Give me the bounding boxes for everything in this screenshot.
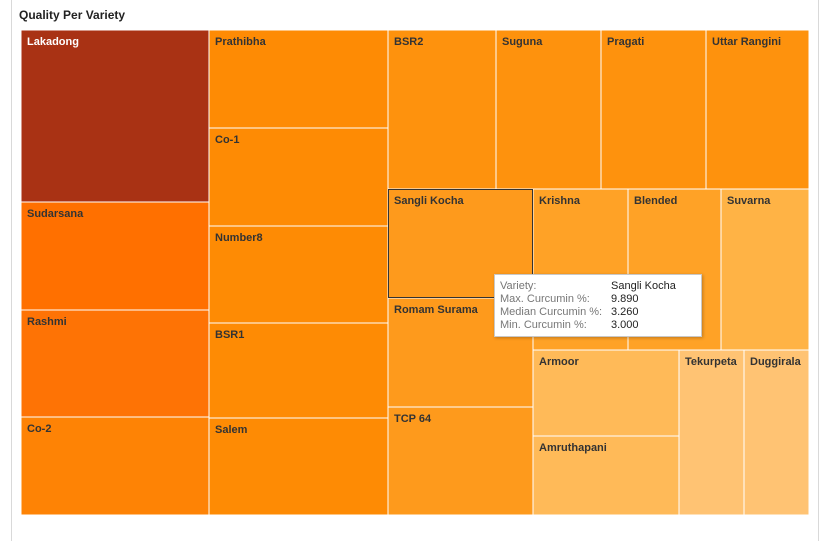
tooltip-row-min: Min. Curcumin %: 3.000 xyxy=(500,319,701,332)
hover-highlight xyxy=(388,189,533,298)
tooltip-label: Variety: xyxy=(500,280,537,292)
treemap-label-co-1: Co-1 xyxy=(215,134,239,146)
tooltip-row-max: Max. Curcumin %: 9.890 xyxy=(500,293,701,306)
treemap-label-armoor: Armoor xyxy=(539,356,579,368)
treemap-label-blended: Blended xyxy=(634,195,677,207)
tooltip: Variety: Sangli Kocha Max. Curcumin %: 9… xyxy=(494,274,702,337)
treemap-label-tekurpeta: Tekurpeta xyxy=(685,356,738,368)
treemap-cell-bsr1[interactable] xyxy=(208,322,389,419)
tooltip-value: Sangli Kocha xyxy=(611,280,676,292)
treemap-cell-duggirala[interactable] xyxy=(743,349,810,516)
treemap-label-salem: Salem xyxy=(215,424,248,436)
treemap-cell-salem[interactable] xyxy=(208,417,389,516)
treemap-label-amruthapani: Amruthapani xyxy=(539,442,607,454)
treemap-label-krishna: Krishna xyxy=(539,195,581,207)
tooltip-label: Median Curcumin %: xyxy=(500,306,603,318)
treemap-cell-co-1[interactable] xyxy=(208,127,389,227)
treemap-label-duggirala: Duggirala xyxy=(750,356,802,368)
chart-title: Quality Per Variety xyxy=(19,8,126,22)
tooltip-label: Max. Curcumin %: xyxy=(500,293,590,305)
chart-panel xyxy=(11,0,819,541)
treemap-label-sudarsana: Sudarsana xyxy=(27,208,84,220)
treemap-cell-sudarsana[interactable] xyxy=(20,201,210,311)
treemap-label-bsr1: BSR1 xyxy=(215,329,244,341)
treemap-label-prathibha: Prathibha xyxy=(215,36,267,48)
treemap-label-romam-surama: Romam Surama xyxy=(394,304,479,316)
treemap-label-co-2: Co-2 xyxy=(27,423,51,435)
tooltip-label: Min. Curcumin %: xyxy=(500,319,587,331)
treemap-label-bsr2: BSR2 xyxy=(394,36,423,48)
treemap-label-tcp-64: TCP 64 xyxy=(394,413,432,425)
treemap-cell-co-2[interactable] xyxy=(20,416,210,516)
treemap-cell-number8[interactable] xyxy=(208,225,389,324)
tooltip-value: 3.260 xyxy=(611,306,639,318)
tooltip-row-median: Median Curcumin %: 3.260 xyxy=(500,306,701,319)
treemap-label-pragati: Pragati xyxy=(607,36,644,48)
treemap-cell-uttar-rangini[interactable] xyxy=(705,29,810,190)
treemap-cell-amruthapani[interactable] xyxy=(532,435,680,516)
tooltip-row-variety: Variety: Sangli Kocha xyxy=(500,280,701,293)
treemap-cell-tcp-64[interactable] xyxy=(387,406,534,516)
treemap-cell-tekurpeta[interactable] xyxy=(678,349,745,516)
treemap-cell-bsr2[interactable] xyxy=(387,29,497,190)
treemap-label-lakadong: Lakadong xyxy=(27,36,79,48)
treemap-label-suguna: Suguna xyxy=(502,36,543,48)
treemap-label-number8: Number8 xyxy=(215,232,263,244)
treemap-cell-pragati[interactable] xyxy=(600,29,707,190)
tooltip-value: 3.000 xyxy=(611,319,639,331)
treemap-label-uttar-rangini: Uttar Rangini xyxy=(712,36,781,48)
treemap-cell-suvarna[interactable] xyxy=(720,188,810,351)
treemap-label-sangli-kocha: Sangli Kocha xyxy=(394,195,465,207)
tooltip-value: 9.890 xyxy=(611,293,639,305)
treemap-label-rashmi: Rashmi xyxy=(27,316,67,328)
treemap-cell-suguna[interactable] xyxy=(495,29,602,190)
treemap-cell-armoor[interactable] xyxy=(532,349,680,437)
treemap-label-suvarna: Suvarna xyxy=(727,195,771,207)
treemap-cell-lakadong[interactable] xyxy=(20,29,210,203)
treemap-cell-prathibha[interactable] xyxy=(208,29,389,129)
